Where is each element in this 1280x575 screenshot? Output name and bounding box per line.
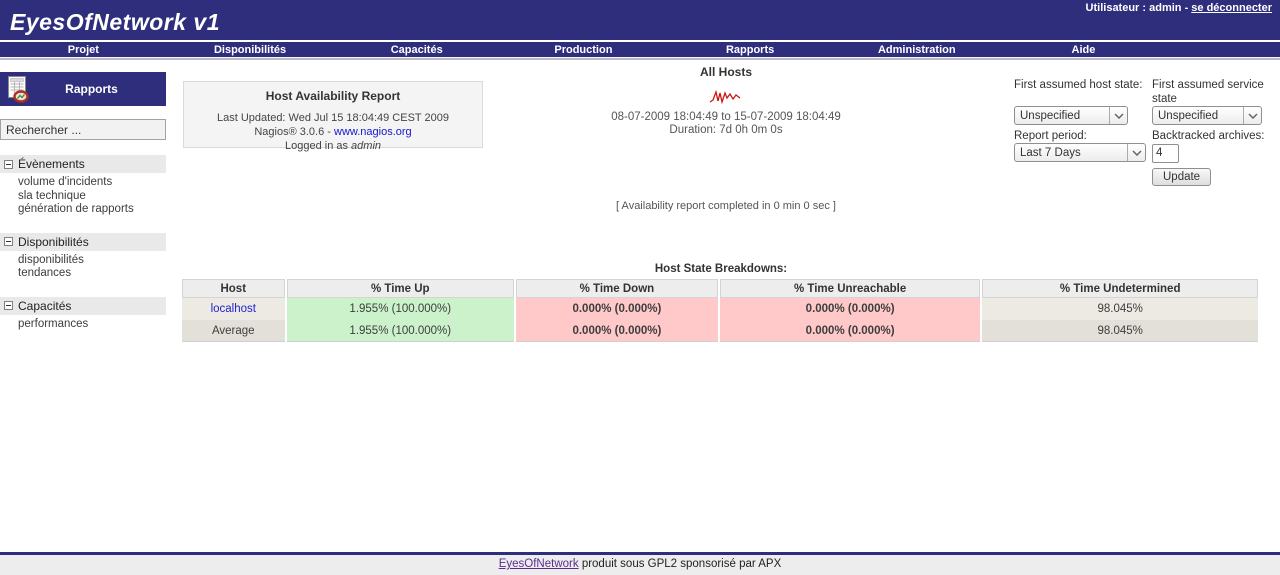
time-down-cell: 0.000% (0.000%) <box>515 320 718 342</box>
collapse-minus-icon <box>4 301 13 310</box>
sidebar-item-generation-rapports[interactable]: génération de rapports <box>18 203 134 215</box>
sidebar-item-disponibilites[interactable]: disponibilités <box>18 253 84 266</box>
footer-text: produit sous GPL2 sponsorisé par APX <box>581 558 782 570</box>
search-input[interactable] <box>0 119 166 140</box>
nav-item-projet[interactable]: Projet <box>67 44 99 56</box>
backtracked-archives-label: Backtracked archives: <box>1152 130 1265 142</box>
host-link-localhost[interactable]: localhost <box>210 303 256 315</box>
logged-in-user: admin <box>351 140 382 152</box>
app-title: EyesOfNetwork v1 <box>10 9 220 35</box>
footer-separator <box>0 552 1280 555</box>
col-header-time-down: % Time Down <box>515 279 718 298</box>
table-header-row: Host % Time Up % Time Down % Time Unreac… <box>182 279 1258 298</box>
sidebar: Rapports Évènements volume d'incidents s… <box>0 60 166 335</box>
sidebar-section-evenements: Évènements volume d'incidents sla techni… <box>0 155 166 221</box>
report-info-title: Host Availability Report <box>265 89 401 103</box>
footer: EyesOfNetwork produit sous GPL2 sponsori… <box>0 555 1280 575</box>
user-label: Utilisateur : admin - <box>1085 2 1189 14</box>
sidebar-item-performances[interactable]: performances <box>18 317 89 330</box>
first-service-state-select[interactable]: Unspecified <box>1152 106 1262 125</box>
report-info-box: Host Availability Report Last Updated: W… <box>183 81 483 152</box>
nav-item-aide[interactable]: Aide <box>1071 44 1096 56</box>
time-undetermined-cell: 98.045% <box>982 298 1258 320</box>
sidebar-panel-header: Rapports <box>0 72 166 106</box>
section-items: volume d'incidents sla technique générat… <box>0 173 166 221</box>
first-service-state-label: First assumed service state <box>1152 79 1264 105</box>
table-row-localhost: localhost 1.955% (100.000%) 0.000% (0.00… <box>182 298 1258 320</box>
section-label: Capacités <box>18 298 72 313</box>
sidebar-item-volume-incidents[interactable]: volume d'incidents <box>18 176 113 188</box>
time-down-cell: 0.000% (0.000%) <box>515 298 718 320</box>
section-header-evenements[interactable]: Évènements <box>0 155 166 173</box>
sidebar-item-sla-technique[interactable]: sla technique <box>18 189 86 202</box>
nagios-version: Nagios® 3.0.6 - <box>254 126 331 138</box>
sidebar-section-disponibilites: Disponibilités disponibilités tendances <box>0 232 166 285</box>
host-cell: Average <box>182 320 285 342</box>
host-cell: localhost <box>182 298 285 320</box>
report-controls: First assumed host state: First assumed … <box>1014 78 1266 186</box>
section-header-disponibilites[interactable]: Disponibilités <box>0 232 166 251</box>
chevron-down-icon <box>1127 144 1145 161</box>
section-items: disponibilités tendances <box>0 251 166 285</box>
sidebar-panel-title: Rapports <box>65 82 118 96</box>
report-period-select[interactable]: Last 7 Days <box>1014 143 1146 162</box>
col-header-time-up: % Time Up <box>286 279 514 298</box>
sidebar-item-tendances[interactable]: tendances <box>18 267 72 279</box>
col-header-time-unreachable: % Time Unreachable <box>719 279 981 298</box>
first-host-state-label: First assumed host state: <box>1014 79 1143 91</box>
backtracked-archives-input[interactable] <box>1152 143 1179 163</box>
footer-eyesofnetwork-link[interactable]: EyesOfNetwork <box>498 558 579 570</box>
host-state-breakdown-table: Host % Time Up % Time Down % Time Unreac… <box>180 279 1260 342</box>
main-navbar: Projet Disponibilités Capacités Producti… <box>0 42 1280 58</box>
update-button[interactable]: Update <box>1152 167 1212 186</box>
section-items: performances <box>0 315 166 336</box>
time-unreachable-cell: 0.000% (0.000%) <box>719 298 981 320</box>
first-host-state-select[interactable]: Unspecified <box>1014 106 1128 125</box>
first-host-state-value: Unspecified <box>1020 109 1081 122</box>
report-duration: Duration: 7d 0h 0m 0s <box>669 124 783 136</box>
last-updated: Last Updated: Wed Jul 15 18:04:49 CEST 2… <box>217 112 449 124</box>
col-header-host: Host <box>182 279 285 298</box>
first-service-state-value: Unspecified <box>1158 109 1219 122</box>
chevron-down-icon <box>1243 107 1261 124</box>
time-up-cell: 1.955% (100.000%) <box>286 320 514 342</box>
breakdown-table-title: Host State Breakdowns: <box>654 263 788 275</box>
chevron-down-icon <box>1109 107 1127 124</box>
time-undetermined-cell: 98.045% <box>982 320 1258 342</box>
time-up-cell: 1.955% (100.000%) <box>286 298 514 320</box>
table-row-average: Average 1.955% (100.000%) 0.000% (0.000%… <box>182 320 1258 342</box>
logged-in-line: Logged in as admin <box>184 140 482 153</box>
report-period-label: Report period: <box>1014 130 1087 142</box>
nagios-org-link[interactable]: www.nagios.org <box>334 126 412 138</box>
section-label: Disponibilités <box>18 234 89 249</box>
section-label: Évènements <box>18 157 85 171</box>
nav-item-disponibilites[interactable]: Disponibilités <box>213 44 287 56</box>
section-header-capacites[interactable]: Capacités <box>0 296 166 315</box>
report-period-value: Last 7 Days <box>1020 146 1081 159</box>
col-header-time-undetermined: % Time Undetermined <box>982 279 1258 298</box>
nav-item-production[interactable]: Production <box>554 44 613 56</box>
time-unreachable-cell: 0.000% (0.000%) <box>719 320 981 342</box>
nav-item-administration[interactable]: Administration <box>877 44 956 56</box>
report-scope-block: All Hosts 08-07-2009 18:04:49 to 15-07-2… <box>420 65 1032 136</box>
nagios-version-line: Nagios® 3.0.6 - www.nagios.org <box>184 126 482 139</box>
logged-in-prefix: Logged in as <box>284 140 348 152</box>
report-scope-title: All Hosts <box>699 65 752 79</box>
nav-item-capacites[interactable]: Capacités <box>390 44 443 56</box>
report-completed-note: [ Availability report completed in 0 min… <box>616 200 836 212</box>
report-icon <box>8 76 29 103</box>
nav-item-rapports[interactable]: Rapports <box>725 44 775 56</box>
collapse-minus-icon <box>4 237 13 246</box>
trend-sparkline-icon[interactable] <box>420 88 1032 108</box>
top-header-bar: Utilisateur : admin - se déconnecter Eye… <box>0 0 1280 40</box>
user-session-line: Utilisateur : admin - se déconnecter <box>1086 2 1272 14</box>
sidebar-search-row <box>0 119 166 140</box>
sidebar-section-capacites: Capacités performances <box>0 296 166 336</box>
collapse-minus-icon <box>4 159 13 169</box>
report-date-range: 08-07-2009 18:04:49 to 15-07-2009 18:04:… <box>611 111 841 123</box>
logout-link[interactable]: se déconnecter <box>1191 2 1272 14</box>
